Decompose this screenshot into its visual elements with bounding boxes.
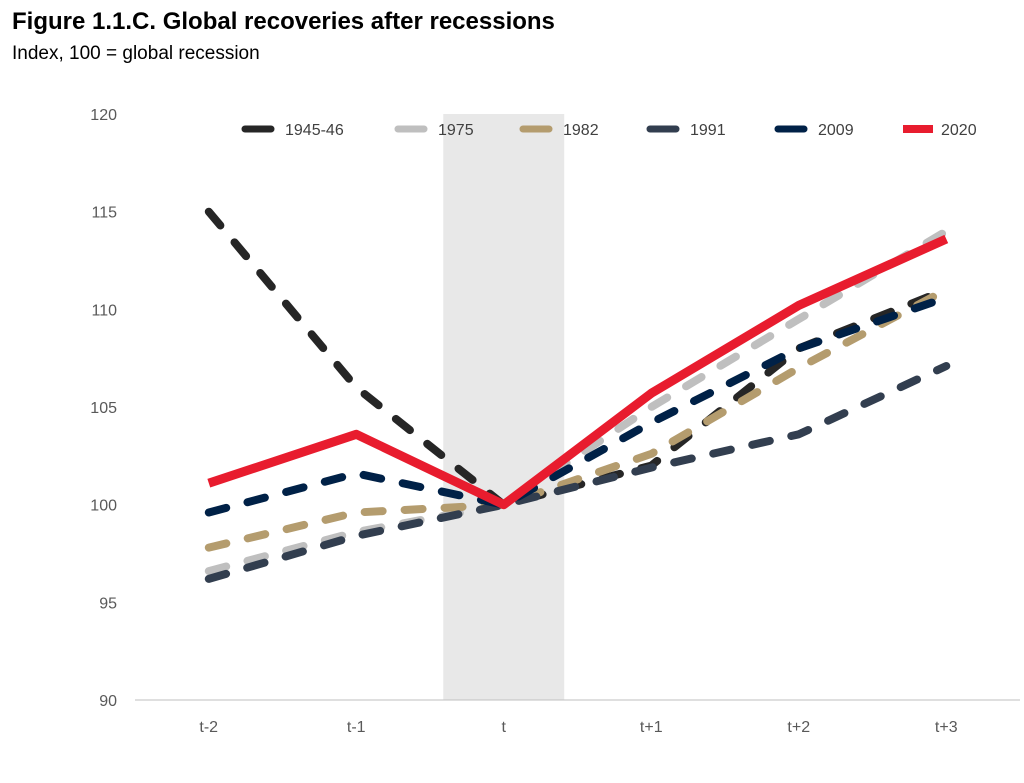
chart-title: Figure 1.1.C. Global recoveries after re… — [12, 8, 555, 35]
x-tick-label: t-1 — [347, 719, 366, 736]
legend-label: 1982 — [563, 122, 599, 139]
series-line-1975 — [204, 227, 951, 576]
recession-shade — [443, 114, 565, 700]
x-tick-label: t+2 — [787, 719, 810, 736]
legend-label: 1945-46 — [285, 122, 344, 139]
series-line-1945-46 — [204, 207, 951, 509]
legend-label: 1991 — [690, 122, 726, 139]
y-tick-label: 115 — [91, 205, 117, 222]
y-tick-label: 100 — [90, 498, 117, 515]
y-tick-label: 120 — [90, 107, 117, 124]
legend-label: 2020 — [941, 122, 977, 139]
legend-label: 1975 — [438, 122, 474, 139]
legend-label: 2009 — [818, 122, 854, 139]
y-tick-label: 95 — [99, 595, 117, 612]
series-line-2009 — [204, 293, 951, 517]
series-line-1982 — [204, 285, 951, 552]
y-tick-label: 90 — [99, 693, 117, 710]
x-tick-label: t — [502, 719, 507, 736]
x-tick-label: t-2 — [199, 719, 218, 736]
y-tick-label: 105 — [90, 400, 117, 417]
y-tick-label: 110 — [91, 302, 117, 319]
x-tick-label: t+1 — [640, 719, 663, 736]
series-line-1991 — [204, 362, 951, 583]
chart-subtitle: Index, 100 = global recession — [12, 43, 260, 64]
x-tick-label: t+3 — [935, 719, 958, 736]
series-line-2020 — [207, 234, 949, 510]
